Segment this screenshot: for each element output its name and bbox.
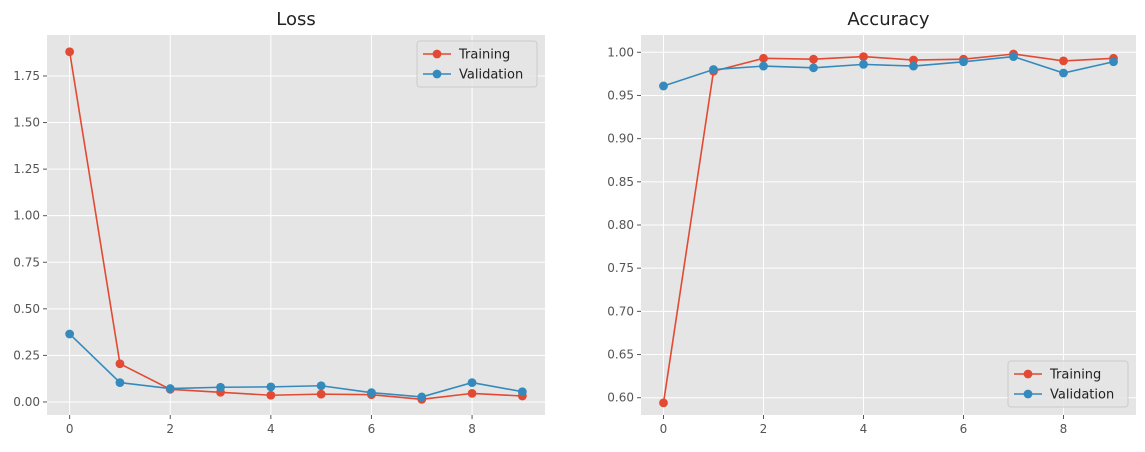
legend: Training Validation: [416, 40, 538, 88]
y-tick-label: 0.80: [607, 218, 634, 232]
y-tick-label: 0.65: [607, 348, 634, 362]
legend-swatch-marker: [432, 69, 442, 79]
x-tick-label: 2: [760, 422, 768, 436]
y-tick-label: 0.95: [607, 88, 634, 102]
data-point: [417, 392, 427, 402]
data-point: [1109, 57, 1118, 67]
x-tick-label: 6: [368, 422, 376, 436]
data-point: [909, 61, 918, 71]
x-tick-label: 6: [960, 422, 968, 436]
y-tick-label: 1.00: [13, 209, 40, 223]
legend-label: Training: [1049, 368, 1101, 383]
y-tick-label: 0.75: [607, 261, 634, 275]
series-validation: [65, 329, 527, 402]
y-tick-label: 0.60: [607, 391, 634, 405]
x-tick-label: 0: [660, 422, 668, 436]
y-tick-label: 0.85: [607, 175, 634, 189]
data-point: [467, 378, 477, 387]
legend-swatch-marker: [1023, 389, 1033, 399]
data-point: [709, 65, 718, 74]
chart-1: 0.60 0.65 0.70 0.75 0.80 0.85 0.90 0.95 1.00 0 2 4 6…: [607, 9, 1136, 436]
data-point: [266, 390, 276, 400]
data-point: [65, 47, 75, 57]
chart-0: 0.00 0.25 0.50 0.75 1.00 1.25 1.50 1.75 0 2 4 6 8 Los…: [13, 9, 545, 436]
y-tick-label: 1.25: [13, 162, 40, 176]
data-point: [367, 388, 376, 398]
series-validation: [659, 52, 1118, 91]
data-point: [165, 384, 175, 393]
series-line: [68, 51, 523, 401]
x-tick-label: 4: [267, 422, 275, 436]
y-tick-label: 1.50: [13, 116, 40, 130]
data-point: [316, 389, 326, 399]
legend: Training Validation: [1007, 360, 1129, 408]
data-point: [659, 81, 668, 91]
legend-box: [416, 40, 538, 88]
data-point: [859, 52, 868, 61]
data-point: [809, 54, 818, 64]
chart-title: Accuracy: [847, 9, 930, 30]
data-point: [115, 359, 125, 369]
data-point: [859, 59, 868, 69]
x-tick-label: 0: [66, 422, 74, 436]
x-tick-label: 8: [1060, 422, 1068, 436]
data-point: [316, 381, 326, 391]
data-point: [216, 382, 225, 392]
x-tick-label: 2: [166, 422, 174, 436]
series-line: [662, 53, 1114, 404]
y-tick-label: 0.90: [607, 132, 634, 146]
chart-title: Loss: [276, 9, 315, 30]
data-point: [1059, 56, 1068, 66]
legend-label: Validation: [1050, 388, 1114, 403]
series-line: [663, 55, 1114, 87]
series-line: [69, 333, 523, 398]
data-point: [759, 53, 768, 63]
data-point: [759, 61, 768, 71]
y-tick-label: 0.70: [607, 304, 634, 318]
data-point: [467, 388, 477, 398]
data-point: [909, 55, 918, 65]
data-point: [517, 387, 527, 397]
legend-label: Validation: [459, 68, 523, 83]
y-tick-label: 0.75: [13, 255, 40, 269]
data-point: [65, 329, 75, 339]
legend-box: [1007, 360, 1129, 408]
y-tick-label: 0.25: [13, 348, 40, 362]
data-point: [1009, 52, 1018, 61]
y-tick-label: 1.75: [13, 69, 40, 83]
data-point: [266, 382, 276, 392]
data-point: [959, 57, 968, 67]
data-point: [659, 398, 668, 408]
x-tick-label: 8: [468, 422, 476, 436]
legend-swatch-marker: [1023, 369, 1033, 379]
plot-area: [47, 35, 545, 415]
y-tick-label: 1.00: [607, 45, 634, 59]
y-tick-label: 0.00: [13, 395, 40, 409]
legend-swatch-marker: [432, 49, 442, 59]
data-point: [809, 63, 818, 73]
data-point: [115, 378, 125, 387]
y-tick-label: 0.50: [13, 302, 40, 316]
x-tick-label: 4: [860, 422, 868, 436]
data-point: [1059, 68, 1068, 78]
legend-label: Training: [458, 48, 510, 63]
